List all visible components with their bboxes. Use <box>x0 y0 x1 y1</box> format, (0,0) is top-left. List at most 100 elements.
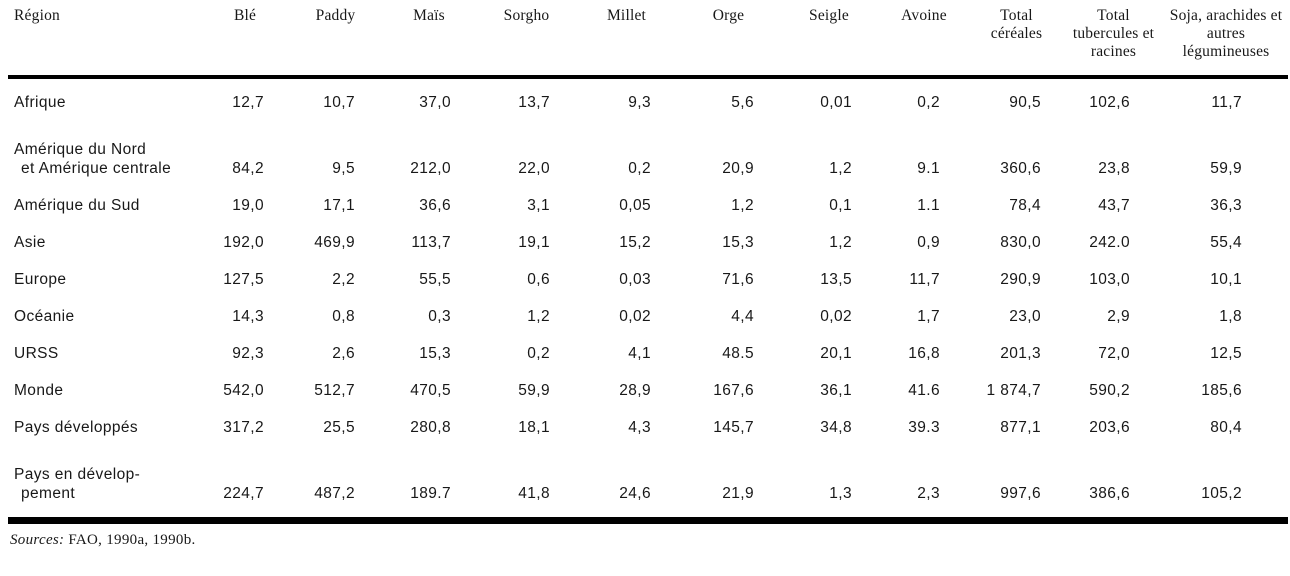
value-cell: 0,8 <box>332 308 355 325</box>
value-cell: 36,3 <box>1210 197 1242 214</box>
value-cell: 185,6 <box>1201 382 1242 399</box>
value-cell: 2,2 <box>332 271 355 288</box>
sources-label: Sources: <box>10 532 65 548</box>
table-row: Pays développés 317,2 25,5 280,8 18,1 4,3 145,… <box>8 402 1288 439</box>
value-cell: 542,0 <box>223 382 264 399</box>
column-header: Blé <box>200 0 290 79</box>
value-cell: 0,6 <box>527 271 550 288</box>
value-cell: 1,3 <box>829 485 852 502</box>
sources-text: FAO, 1990a, 1990b. <box>68 532 196 548</box>
crop-production-table: Région Blé Paddy Maïs Sorgho Millet Orge Seigle… <box>8 0 1288 505</box>
value-cell: 1,2 <box>829 160 852 177</box>
table-row: Europe 127,5 2,2 55,5 0,6 0,03 71,6 13,5 11,7 290… <box>8 254 1288 291</box>
column-header: Paddy <box>290 0 381 79</box>
table-row: Amérique du Sud 19,0 17,1 36,6 3,1 0,05 1,2 0,1… <box>8 180 1288 217</box>
table-row: Afrique 12,7 10,7 37,0 13,7 9,3 5,6 0,01 0,2 90,5… <box>8 77 1288 114</box>
value-cell: 212,0 <box>410 160 451 177</box>
region-label-line: Amérique du Nord <box>14 141 147 158</box>
region-label-line: Pays développés <box>14 419 139 436</box>
table-body: Afrique 12,7 10,7 37,0 13,7 9,3 5,6 0,01 0,2 90,5… <box>8 77 1288 505</box>
value-cell: 470,5 <box>410 382 451 399</box>
value-cell: 167,6 <box>713 382 754 399</box>
value-cell: 877,1 <box>1000 419 1041 436</box>
column-header: Total tubercules et racines <box>1063 0 1164 79</box>
value-cell: 28,9 <box>619 382 651 399</box>
region-label-line: pement <box>21 485 76 502</box>
table-row: URSS 92,3 2,6 15,3 0,2 4,1 48.5 20,1 16,8 201,3 72… <box>8 328 1288 365</box>
value-cell: 1 874,7 <box>986 382 1041 399</box>
value-cell: 84,2 <box>232 160 264 177</box>
value-cell: 1.1 <box>917 197 940 214</box>
region-label-line: Pays en dévelop- <box>14 466 141 483</box>
value-cell: 0,05 <box>619 197 651 214</box>
region-label-line: Afrique <box>14 94 66 111</box>
value-cell: 41.6 <box>908 382 940 399</box>
region-label-line: Océanie <box>14 308 75 325</box>
value-cell: 9,5 <box>332 160 355 177</box>
value-cell: 103,0 <box>1089 271 1130 288</box>
column-header: Soja, arachides et autres légumineuses <box>1164 0 1288 79</box>
column-header: Millet <box>576 0 677 79</box>
value-cell: 34,8 <box>820 419 852 436</box>
value-cell: 17,1 <box>323 197 355 214</box>
region-label-line: URSS <box>14 345 59 362</box>
value-cell: 997,6 <box>1000 485 1041 502</box>
value-cell: 18,1 <box>518 419 550 436</box>
column-header: Avoine <box>878 0 970 79</box>
value-cell: 0,2 <box>527 345 550 362</box>
value-cell: 39.3 <box>908 419 940 436</box>
value-cell: 19,1 <box>518 234 550 251</box>
value-cell: 80,4 <box>1210 419 1242 436</box>
value-cell: 5,6 <box>731 94 754 111</box>
value-cell: 36,6 <box>419 197 451 214</box>
value-cell: 55,5 <box>419 271 451 288</box>
value-cell: 15,2 <box>619 234 651 251</box>
value-cell: 20,1 <box>820 345 852 362</box>
column-header: Sorgho <box>477 0 576 79</box>
value-cell: 113,7 <box>411 234 451 251</box>
value-cell: 1,2 <box>829 234 852 251</box>
value-cell: 9,3 <box>628 94 651 111</box>
value-cell: 2,6 <box>332 345 355 362</box>
table-row: Asie 192,0 469,9 113,7 19,1 15,2 15,3 1,2 0,9 830… <box>8 217 1288 254</box>
table-row: Pays en dévelop-pement 224,7 487,2 189.7 41,… <box>8 439 1288 505</box>
value-cell: 0,2 <box>628 160 651 177</box>
value-cell: 0,9 <box>917 234 940 251</box>
value-cell: 21,9 <box>722 485 754 502</box>
column-header: Orge <box>677 0 780 79</box>
value-cell: 317,2 <box>223 419 264 436</box>
value-cell: 12,7 <box>232 94 264 111</box>
value-cell: 360,6 <box>1000 160 1041 177</box>
value-cell: 10,7 <box>323 94 355 111</box>
value-cell: 92,3 <box>232 345 264 362</box>
value-cell: 189.7 <box>410 485 451 502</box>
value-cell: 9.1 <box>917 160 940 177</box>
region-label-line: et Amérique centrale <box>21 160 172 177</box>
value-cell: 41,8 <box>518 485 550 502</box>
value-cell: 290,9 <box>1000 271 1041 288</box>
value-cell: 48.5 <box>722 345 754 362</box>
value-cell: 59,9 <box>518 382 550 399</box>
value-cell: 280,8 <box>410 419 451 436</box>
value-cell: 102,6 <box>1089 94 1130 111</box>
region-label: Amérique du Nord et Amérique centrale <box>8 114 200 180</box>
value-cell: 590,2 <box>1089 382 1130 399</box>
table-row: Monde 542,0 512,7 470,5 59,9 28,9 167,6 36,1 41.… <box>8 365 1288 402</box>
value-cell: 1,7 <box>917 308 940 325</box>
region-label-line: Amérique du Sud <box>14 197 140 214</box>
value-cell: 11,7 <box>909 271 940 288</box>
value-cell: 4,1 <box>628 345 651 362</box>
value-cell: 72,0 <box>1098 345 1130 362</box>
value-cell: 25,5 <box>323 419 355 436</box>
header-row: Région Blé Paddy Maïs Sorgho Millet Orge Seigle… <box>8 0 1288 79</box>
value-cell: 2,9 <box>1107 308 1130 325</box>
value-cell: 487,2 <box>314 485 355 502</box>
value-cell: 1,8 <box>1219 308 1242 325</box>
region-label: Afrique <box>8 77 200 114</box>
value-cell: 13,5 <box>820 271 852 288</box>
table-bottom-rule <box>8 517 1288 524</box>
value-cell: 127,5 <box>223 271 264 288</box>
value-cell: 78,4 <box>1009 197 1041 214</box>
region-label: Amérique du Sud <box>8 180 200 217</box>
